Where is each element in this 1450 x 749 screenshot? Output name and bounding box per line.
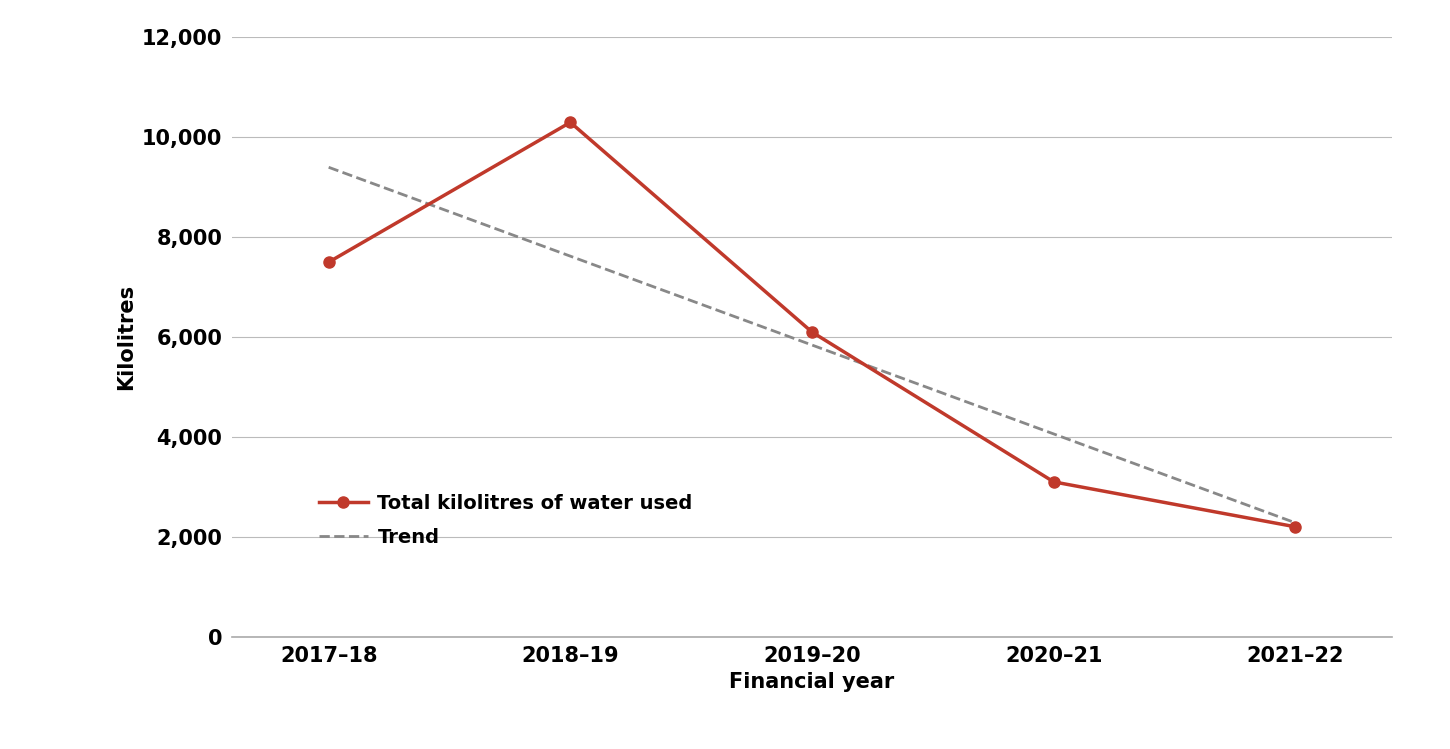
Y-axis label: Kilolitres: Kilolitres	[116, 284, 136, 390]
Legend: Total kilolitres of water used, Trend: Total kilolitres of water used, Trend	[312, 486, 700, 555]
X-axis label: Financial year: Financial year	[729, 672, 895, 692]
